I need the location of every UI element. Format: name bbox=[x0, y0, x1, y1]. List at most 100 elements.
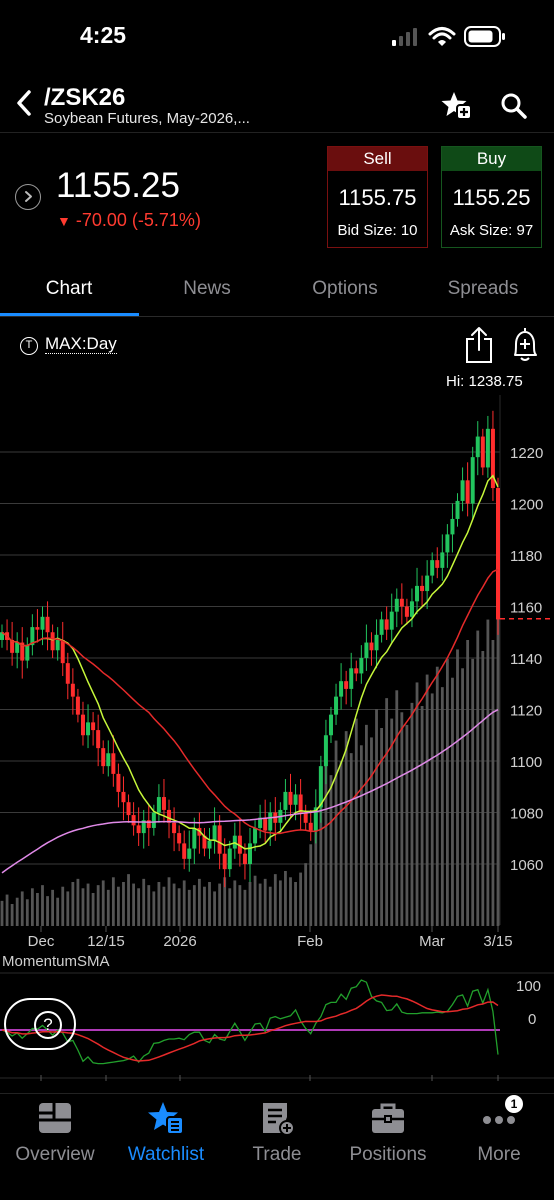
volume-bar bbox=[329, 775, 333, 926]
price-chart[interactable]: 1220 1200 1180 1160 1140 1120 1100 1080 1060 Dec… bbox=[0, 395, 554, 1085]
y-tick-label: 1140 bbox=[510, 651, 542, 668]
volume-bar bbox=[339, 761, 343, 926]
nav-trade[interactable]: Trade bbox=[222, 1098, 332, 1166]
y-tick-label: 1160 bbox=[510, 600, 542, 617]
candle-body bbox=[253, 827, 258, 844]
volume-bar bbox=[172, 883, 176, 926]
chart-high-label: Hi: 1238.75 bbox=[446, 373, 523, 390]
candle-body bbox=[303, 812, 308, 823]
candle-body bbox=[349, 668, 354, 689]
candle-body bbox=[10, 639, 15, 653]
candle-body bbox=[455, 500, 460, 519]
add-to-watchlist-star-icon[interactable] bbox=[440, 90, 474, 122]
nav-trade-label: Trade bbox=[252, 1144, 302, 1165]
help-button[interactable]: ? bbox=[4, 998, 76, 1050]
nav-watchlist[interactable]: Watchlist bbox=[111, 1098, 221, 1166]
candle-body bbox=[237, 835, 242, 854]
candle-body bbox=[156, 797, 161, 813]
candle-body bbox=[50, 632, 55, 651]
candle-body bbox=[409, 601, 414, 617]
status-time: 4:25 bbox=[80, 22, 127, 48]
sma-mid-line bbox=[1, 568, 499, 835]
candle-body bbox=[374, 634, 379, 651]
volume-bar bbox=[177, 888, 181, 926]
volume-bar bbox=[294, 882, 297, 926]
candle-body bbox=[86, 722, 91, 736]
tab-options[interactable]: Options bbox=[312, 278, 378, 299]
candle-body bbox=[96, 730, 101, 749]
y-tick-label: 1100 bbox=[510, 754, 542, 771]
volume-bar bbox=[324, 765, 328, 926]
candle-body bbox=[440, 552, 445, 568]
chart-range-selector[interactable]: T MAX:Day bbox=[20, 334, 117, 355]
candle-body bbox=[116, 773, 121, 792]
more-badge: 1 bbox=[505, 1095, 523, 1113]
candle-body bbox=[313, 807, 318, 831]
candle-body bbox=[490, 428, 495, 489]
search-icon[interactable] bbox=[500, 92, 528, 120]
volume-bar bbox=[344, 731, 348, 926]
candle-body bbox=[339, 681, 344, 697]
back-chevron-icon[interactable] bbox=[14, 88, 36, 118]
overview-icon bbox=[39, 1103, 71, 1133]
volume-bar bbox=[430, 693, 434, 926]
tab-news[interactable]: News bbox=[183, 278, 231, 299]
chevron-right-icon bbox=[25, 191, 32, 202]
buy-button[interactable]: Buy 1155.25 Ask Size: 97 bbox=[441, 146, 542, 248]
candle-body bbox=[111, 753, 116, 774]
add-alert-bell-icon[interactable] bbox=[509, 326, 541, 364]
momentum-sma-line bbox=[1, 994, 499, 1062]
candle-body bbox=[399, 598, 404, 607]
volume-bar bbox=[197, 878, 201, 926]
nav-more[interactable]: More bbox=[444, 1098, 554, 1166]
candle-body bbox=[141, 820, 146, 834]
volume-bar bbox=[289, 877, 292, 926]
candle-body bbox=[344, 681, 349, 689]
candle-body bbox=[146, 820, 151, 828]
wifi-icon bbox=[428, 27, 456, 46]
candle-body bbox=[258, 817, 263, 828]
candle-body bbox=[242, 853, 247, 864]
candle-body bbox=[217, 825, 222, 854]
expand-quote-button[interactable] bbox=[15, 184, 41, 210]
volume-bar bbox=[223, 877, 227, 926]
candle-body bbox=[131, 815, 136, 826]
volume-bar bbox=[456, 649, 459, 926]
candle-body bbox=[0, 632, 4, 640]
contract-description: Soybean Futures, May-2026,... bbox=[44, 110, 250, 127]
volume-bar bbox=[284, 871, 287, 926]
candle-body bbox=[177, 833, 182, 844]
volume-bar bbox=[319, 792, 323, 926]
candle-body bbox=[308, 822, 313, 831]
nav-positions[interactable]: Positions bbox=[333, 1098, 443, 1166]
sell-button[interactable]: Sell 1155.75 Bid Size: 10 bbox=[327, 146, 428, 248]
share-icon[interactable] bbox=[464, 326, 494, 364]
candle-body bbox=[182, 843, 187, 859]
buy-label: Buy bbox=[442, 147, 541, 171]
volume-bar bbox=[334, 740, 338, 926]
y-tick-label: 1200 bbox=[510, 497, 543, 514]
down-triangle-icon: ▼ bbox=[57, 213, 71, 229]
candle-body bbox=[389, 611, 394, 630]
volume-bar bbox=[243, 889, 247, 926]
candle-body bbox=[475, 436, 480, 458]
volume-bar bbox=[46, 896, 49, 926]
volume-bar bbox=[132, 883, 135, 926]
x-tick-label: 3/15 bbox=[483, 933, 512, 950]
volume-bar bbox=[476, 630, 480, 926]
volume-bar bbox=[66, 891, 70, 926]
volume-bar bbox=[81, 888, 85, 926]
candle-body bbox=[248, 843, 252, 864]
volume-bar bbox=[117, 886, 120, 926]
nav-overview[interactable]: Overview bbox=[0, 1098, 110, 1166]
volume-bar bbox=[15, 897, 19, 926]
volume-bar bbox=[385, 698, 389, 926]
tab-spreads[interactable]: Spreads bbox=[447, 278, 519, 299]
tab-chart[interactable]: Chart bbox=[45, 278, 93, 299]
volume-bar bbox=[162, 886, 166, 926]
candle-body bbox=[70, 683, 75, 697]
candle-body bbox=[450, 518, 455, 535]
briefcase-icon bbox=[372, 1103, 404, 1133]
x-tick-label: Mar bbox=[419, 933, 445, 950]
candle-body bbox=[20, 642, 25, 661]
